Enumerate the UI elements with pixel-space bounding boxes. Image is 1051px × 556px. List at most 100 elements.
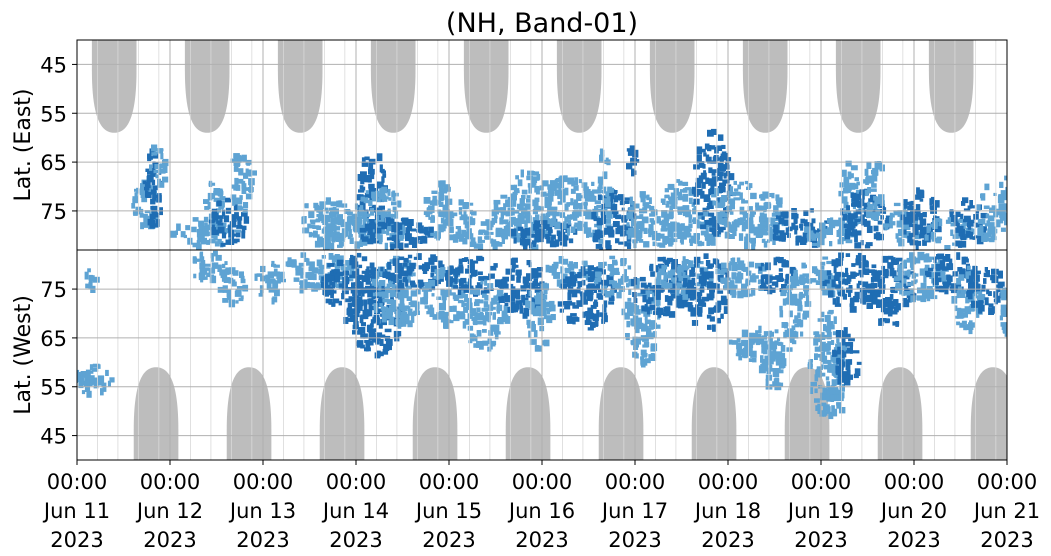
data-cell — [102, 386, 107, 392]
data-cell — [588, 213, 593, 219]
data-cell — [378, 351, 384, 357]
data-cell — [363, 210, 368, 219]
data-cell — [552, 214, 557, 220]
data-cell — [145, 191, 152, 198]
data-cell — [357, 216, 362, 223]
data-cell — [510, 208, 515, 216]
data-cell — [906, 212, 912, 219]
data-cell — [827, 218, 833, 223]
data-cell — [688, 223, 693, 229]
data-cell — [468, 340, 473, 344]
data-cell — [849, 297, 855, 305]
data-cell — [533, 205, 541, 212]
data-cell — [351, 282, 357, 287]
data-cell — [591, 181, 595, 186]
data-cell — [596, 235, 604, 238]
data-cell — [874, 197, 881, 205]
data-cell — [988, 303, 994, 308]
data-cell — [380, 168, 385, 173]
data-cell — [820, 265, 825, 270]
data-cell — [845, 161, 852, 166]
data-cell — [684, 233, 692, 238]
data-cell — [347, 302, 352, 310]
data-cell — [132, 198, 139, 204]
data-cell — [694, 233, 700, 240]
data-cell — [946, 263, 954, 271]
data-cell — [489, 238, 494, 244]
data-cell — [331, 256, 339, 263]
data-cell — [424, 297, 428, 304]
data-cell — [902, 302, 910, 308]
data-cell — [711, 128, 717, 135]
data-cell — [697, 212, 705, 220]
data-cell — [376, 215, 380, 220]
data-cell — [836, 337, 840, 344]
data-cell — [363, 197, 369, 204]
data-cell — [453, 234, 461, 238]
data-cell — [933, 257, 937, 263]
data-cell — [573, 199, 579, 207]
data-cell — [379, 303, 383, 307]
data-cell — [802, 236, 808, 243]
data-cell — [963, 324, 967, 331]
data-cell — [532, 209, 538, 215]
data-cell — [396, 314, 400, 323]
data-cell — [973, 281, 979, 287]
data-cell — [871, 183, 877, 188]
data-cell — [636, 317, 642, 324]
data-cell — [540, 303, 547, 311]
data-cell — [648, 197, 652, 204]
x-tick-label-time: 00:00 — [977, 470, 1038, 494]
data-cell — [384, 335, 391, 342]
data-cell — [768, 234, 773, 242]
data-cell — [930, 198, 935, 205]
data-cell — [687, 306, 692, 312]
data-cell — [548, 300, 555, 309]
data-cell — [206, 239, 210, 245]
data-cell — [480, 280, 484, 285]
data-cell — [457, 228, 461, 235]
data-cell — [603, 300, 608, 308]
data-cell — [837, 398, 844, 402]
data-cell — [672, 279, 677, 284]
data-cell — [944, 287, 949, 295]
data-cell — [772, 348, 777, 354]
data-cell — [340, 263, 346, 271]
data-cell — [646, 194, 650, 201]
data-cell — [633, 283, 640, 289]
data-cell — [530, 221, 535, 228]
data-cell — [491, 297, 497, 305]
data-cell — [679, 189, 684, 193]
data-cell — [532, 241, 536, 247]
data-cell — [903, 291, 911, 296]
data-cell — [823, 344, 830, 352]
daylight-mask-west — [598, 367, 644, 460]
data-cell — [531, 320, 535, 327]
data-cell — [965, 296, 970, 304]
data-cell — [736, 337, 741, 343]
data-cell — [347, 235, 352, 240]
data-cell — [930, 223, 934, 228]
data-cell — [733, 180, 737, 185]
data-cell — [267, 271, 274, 279]
data-cell — [624, 301, 632, 309]
data-cell — [670, 192, 677, 199]
data-cell — [134, 192, 138, 200]
data-cell — [336, 259, 344, 267]
data-cell — [843, 223, 851, 228]
data-cell — [822, 387, 827, 395]
data-cell — [723, 285, 727, 291]
data-cell — [848, 337, 855, 342]
data-cell — [947, 217, 952, 221]
data-cell — [528, 187, 532, 194]
data-cell — [324, 242, 331, 249]
data-cell — [828, 275, 833, 284]
data-cell — [728, 339, 733, 345]
data-cell — [800, 223, 804, 231]
data-cell — [694, 263, 698, 268]
data-cell — [230, 281, 237, 287]
data-cell — [698, 261, 704, 265]
data-cell — [665, 309, 671, 317]
data-cell — [656, 216, 661, 224]
data-cell — [642, 354, 648, 358]
